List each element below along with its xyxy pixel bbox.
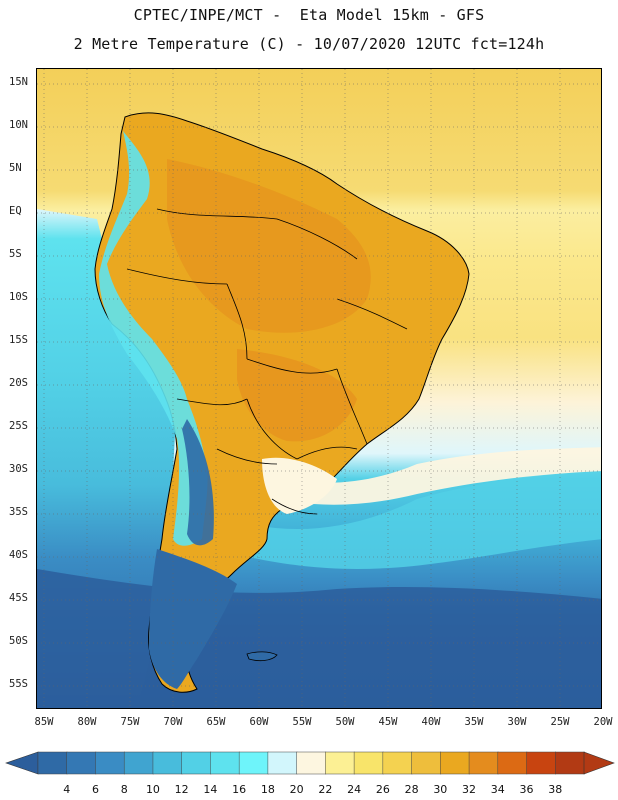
map-svg: [37, 69, 601, 708]
colorbar-tick-label: 26: [375, 783, 390, 796]
colorbar-tick-label: 4: [63, 783, 71, 796]
colorbar-tick-label: 24: [347, 783, 362, 796]
colorbar-tick-label: 20: [289, 783, 304, 796]
lon-label: 60W: [249, 716, 269, 728]
patagonia-cold: [149, 549, 237, 689]
lat-label: 45S: [9, 592, 28, 604]
lon-label: 85W: [34, 716, 54, 728]
lat-label: EQ: [9, 205, 22, 217]
lat-label: 20S: [9, 377, 28, 389]
colorbar-swatch: [66, 751, 97, 775]
colorbar-tick-label: 16: [232, 783, 247, 796]
lat-label: 5N: [9, 162, 22, 174]
lat-label: 30S: [9, 463, 28, 475]
colorbar-swatch: [411, 751, 442, 775]
colorbar-tick-label: 6: [91, 783, 99, 796]
colorbar-tick-label: 32: [462, 783, 477, 796]
lon-label: 80W: [77, 716, 97, 728]
temperature-map: [36, 68, 602, 709]
colorbar-swatch: [440, 751, 470, 775]
lat-label: 15N: [9, 76, 28, 88]
colorbar-swatch: [325, 751, 355, 775]
colorbar-tick-label: 12: [174, 783, 189, 796]
political-borders: [126, 208, 408, 515]
graticule: [37, 69, 601, 708]
lon-label: 35W: [464, 716, 484, 728]
colorbar-tick-label: 22: [318, 783, 333, 796]
andes-cold-strip: [99, 131, 208, 546]
lon-label: 55W: [292, 716, 312, 728]
lat-label: 55S: [9, 678, 28, 690]
lat-label: 25S: [9, 420, 28, 432]
map-title-line-1: CPTEC/INPE/MCT - Eta Model 15km - GFS: [133, 6, 485, 24]
colorbar-swatch: [353, 751, 384, 775]
lon-label: 50W: [335, 716, 355, 728]
colorbar-swatch: [382, 751, 413, 775]
colorbar-swatch: [210, 751, 240, 775]
colorbar-svg: [5, 751, 615, 775]
colorbar-tick-label: 36: [519, 783, 534, 796]
colorbar-tick-label: 30: [433, 783, 448, 796]
colorbar-tick-label: 28: [404, 783, 419, 796]
colorbar-over-arrow: [583, 751, 615, 775]
colorbar-tick-label: 18: [260, 783, 275, 796]
map-title-line-2: 2 Metre Temperature (C) - 10/07/2020 12U…: [73, 35, 545, 53]
colorbar-swatch: [95, 751, 125, 775]
colorbar-swatch: [123, 751, 154, 775]
lon-label: 45W: [378, 716, 398, 728]
lon-label: 40W: [421, 716, 441, 728]
colorbar-swatch: [238, 751, 269, 775]
lon-label: 70W: [163, 716, 183, 728]
colorbar-tick-label: 8: [120, 783, 128, 796]
lon-label: 65W: [206, 716, 226, 728]
colorbar-swatch: [497, 751, 528, 775]
lat-label: 10S: [9, 291, 28, 303]
lat-label: 40S: [9, 549, 28, 561]
falkland-islands: [246, 651, 278, 662]
colorbar-swatch: [468, 751, 499, 775]
colorbar-tick-label: 38: [548, 783, 563, 796]
amazon-hot-zone: [167, 159, 371, 333]
lon-label: 75W: [120, 716, 140, 728]
colorbar-tick-label: 14: [203, 783, 218, 796]
lat-label: 50S: [9, 635, 28, 647]
colorbar-swatch: [181, 751, 212, 775]
central-hot-zone: [237, 349, 357, 442]
colorbar-tick-label: 34: [490, 783, 505, 796]
south-atlantic-cool-band: [177, 469, 601, 569]
lat-label: 5S: [9, 248, 22, 260]
southern-brazil-mild: [262, 457, 337, 514]
colorbar-swatch: [152, 751, 183, 775]
lon-label: 25W: [550, 716, 570, 728]
colorbar-swatch: [37, 751, 68, 775]
lon-label: 30W: [507, 716, 527, 728]
colorbar-swatch: [526, 751, 557, 775]
lon-label: 20W: [593, 716, 613, 728]
colorbar-under-arrow: [5, 751, 39, 775]
lat-label: 10N: [9, 119, 28, 131]
colorbar-swatch: [296, 751, 327, 775]
colorbar-tick-label: 10: [145, 783, 160, 796]
colorbar-swatch: [555, 751, 585, 775]
lat-label: 15S: [9, 334, 28, 346]
temperature-colorbar: [0, 750, 618, 800]
colorbar-swatch: [267, 751, 298, 775]
lat-label: 35S: [9, 506, 28, 518]
